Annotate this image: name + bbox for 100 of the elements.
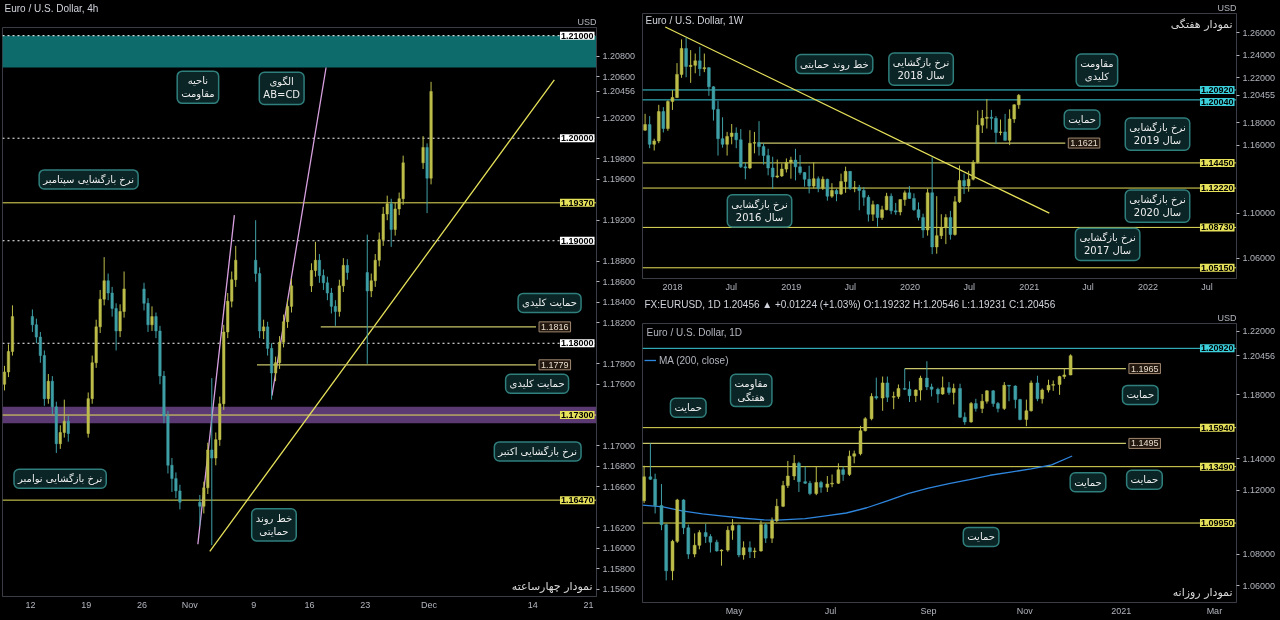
y-tick-label: 1.18200 [602,317,636,328]
annotation: حمایت [967,531,995,543]
data-label: 1.1965 [1130,363,1159,374]
candlestick [741,540,746,561]
chart-subtitle: Euro / U.S. Dollar, 1D [646,326,743,338]
candlestick [309,262,313,293]
y-tick-label: 1.20600 [602,71,636,82]
candlestick [702,53,706,73]
annotation: نرخ بازگشایی سال 2017 [1079,232,1136,257]
legend-label: MA (200, close) [659,354,729,366]
y-tick-label: 1.15600 [602,584,636,595]
y-tick-label: 1.15800 [602,563,636,574]
ref-line-label: 1.20000 [560,133,594,144]
y-tick-label: 1.19800 [602,153,636,164]
ref-line-label: 1.20920 [1200,343,1234,354]
x-tick-label: 2022 [1137,281,1158,292]
candlestick [689,49,693,84]
x-tick-label: Jul [963,281,976,292]
chart-title: Euro / U.S. Dollar, 4h [4,3,99,14]
ref-line-label: 1.19370 [560,197,594,208]
candlestick [830,182,834,199]
candlestick [393,202,397,237]
candlestick [1002,381,1006,411]
ref-line-label: 1.20920 [1200,84,1234,95]
y-tick-label: 1.16000 [602,543,636,554]
x-tick-label: Jul [725,281,738,292]
x-tick-label: 12 [25,599,36,610]
annotation: نرخ بازگشایی سال 2016 [731,198,788,224]
candlestick [875,203,880,228]
candlestick [198,494,202,527]
candlestick [1035,375,1040,402]
annotation: مقاومت هفتگی [734,378,768,403]
x-tick-label: 2021 [1111,605,1132,616]
x-tick-label: May [725,605,744,616]
x-tick-label: 19 [81,599,92,610]
y-tick-label: 1.17800 [602,358,636,369]
y-tick-label: 1.18000 [1242,389,1276,400]
candlestick [880,376,885,412]
annotation: خط روند حمایتی [799,58,869,71]
y-tick-label: 1.20200 [602,112,636,123]
y-tick-label: 1.19600 [602,174,636,185]
candlestick [150,305,154,332]
y-tick-label: 1.20800 [602,51,636,62]
ref-line-label: 1.14450 [1200,157,1234,168]
candlestick [648,115,652,149]
candlestick [698,46,702,77]
candlestick [642,465,646,504]
y-tick-label: 1.20456 [1242,350,1276,361]
candlestick [869,392,874,421]
ref-line-label: 1.15940 [1200,422,1234,433]
annotation: نمودار روزانه [1172,585,1233,599]
candlestick [848,170,852,191]
data-label: 1.1621 [1070,138,1098,149]
annotation: حمایت کلیدی [509,378,565,390]
y-tick-label: 1.06000 [1242,580,1276,591]
candlestick [812,161,816,189]
candlestick [907,380,912,403]
x-tick-label: Dec [421,599,438,610]
candlestick [317,253,321,284]
annotation: خط روند حمایتی [255,512,293,537]
annotation: نرخ بازگشایی اکتبر [497,445,578,458]
ref-line-label: 1.18000 [560,338,594,349]
x-tick-label: Jul [824,605,837,616]
y-tick-label: 1.08000 [1242,549,1276,560]
candlestick [708,533,713,553]
y-tick-label: 1.18400 [602,297,636,308]
candlestick [684,37,688,78]
candlestick [935,195,939,255]
candlestick [807,165,811,194]
candlestick [66,415,70,443]
candlestick [345,258,349,281]
y-tick-label: 1.20455 [1242,90,1276,101]
y-tick-label: 1.19200 [602,215,636,226]
ref-line-label: 1.16470 [560,495,594,506]
candlestick [1007,384,1011,402]
annotation: نرخ بازگشایی سال 2019 [1129,121,1186,147]
data-label: 1.1816 [541,321,569,332]
y-tick-label: 1.26000 [1242,27,1276,38]
candlestick [871,200,875,222]
x-tick-label: Mar [1206,605,1223,616]
x-tick-label: Jul [1201,281,1213,292]
y-tick-label: 1.16800 [602,461,636,472]
x-tick-label: 2020 [900,281,921,292]
data-label: 1.1779 [541,359,569,370]
candlestick [764,522,768,544]
y-tick-label: 1.18800 [602,256,636,267]
y-tick-label: 1.12000 [1242,485,1276,496]
candlestick [962,173,966,195]
y-tick-label: 1.18000 [1242,117,1276,128]
candlestick [819,480,823,494]
x-tick-label: 2019 [781,281,802,292]
candlestick [365,234,369,365]
y-tick-label: 1.16200 [602,522,636,533]
candlestick [58,424,62,450]
candlestick [797,461,801,493]
candlestick [262,319,266,340]
candlestick [843,166,848,194]
candlestick [748,540,752,559]
y-axis-title: USD [577,17,597,27]
x-tick-label: 26 [137,599,148,610]
